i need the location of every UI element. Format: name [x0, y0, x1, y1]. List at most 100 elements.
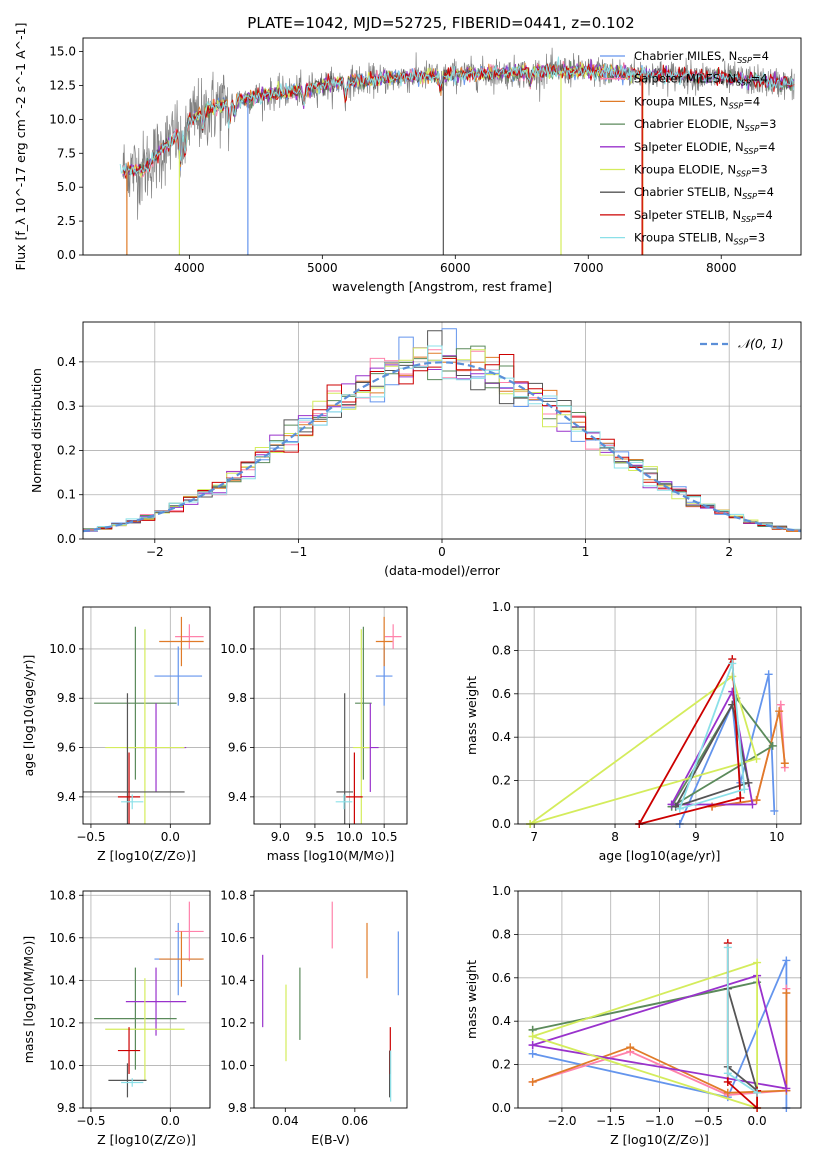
y-tick-label: 9.8	[228, 1101, 247, 1115]
y-tick-label: 0.1	[57, 488, 76, 502]
x-tick-label: 9.0	[271, 830, 290, 844]
x-axis-label: Z [log10(Z/Z⊙)]	[97, 1132, 196, 1147]
mass-weight-marker	[723, 943, 732, 952]
x-tick-label: 10.5	[371, 830, 398, 844]
x-tick-label: 10.0	[336, 830, 363, 844]
spectrum-panel: 4000 5000 6000 7000 8000 0.0 2.5 5.0 7.5 10.0 12.5…	[13, 23, 802, 294]
y-tick-label: 10.4	[220, 973, 247, 987]
legend-label: Chabrier MILES, NSSP=4	[634, 49, 769, 65]
mass-weight-marker	[752, 754, 761, 763]
y-tick-label: 0.2	[492, 774, 511, 788]
x-tick-label: −1	[290, 545, 308, 559]
mass-weight-marker	[528, 1077, 537, 1086]
y-tick-label: 9.4	[57, 790, 76, 804]
x-tick-label: −2	[146, 545, 164, 559]
y-tick-label: 10.4	[49, 973, 76, 987]
legend-label: Kroupa MILES, NSSP=4	[634, 94, 760, 110]
legend-nssp-sub: SSP	[729, 101, 744, 110]
mass-vs-metallicity-panel: −0.5 0.0 9.8 10.0 10.2 10.4 10.6 10.8 Z [log10(Z…	[21, 888, 211, 1147]
y-tick-label: 0.0	[492, 1101, 511, 1115]
mass-weight-line-5	[532, 961, 758, 1109]
x-tick-label: 7000	[573, 261, 604, 275]
y-tick-label: 0.0	[57, 248, 76, 262]
x-axis-label: Z [log10(Z/Z⊙)]	[97, 848, 196, 863]
y-tick-label: 9.6	[57, 741, 76, 755]
legend-nssp: N	[735, 140, 744, 154]
axes-frame	[517, 606, 802, 825]
legend-nssp: N	[736, 117, 745, 131]
mass-weight-line-3	[532, 981, 758, 1031]
mass-weight-marker	[675, 804, 684, 813]
mass-weight-marker	[671, 802, 680, 811]
mass-weight-line-2	[711, 710, 786, 808]
mass-weight-marker	[723, 1088, 732, 1097]
x-tick-label: −2.0	[547, 1114, 576, 1128]
legend-nssp: N	[732, 208, 741, 222]
x-axis-label: wavelength [Angstrom, rest frame]	[332, 279, 552, 294]
y-tick-label: 10.0	[220, 642, 247, 656]
y-tick-label: 10.6	[220, 931, 247, 945]
mass-weight-marker	[752, 796, 761, 805]
y-tick-label: 0.0	[57, 532, 76, 546]
y-tick-label: 10.2	[49, 1016, 76, 1030]
x-tick-label: 4000	[174, 261, 205, 275]
mass-weight-marker	[667, 800, 676, 809]
y-tick-label: 0.2	[57, 443, 76, 457]
mass-weight-marker	[723, 1077, 732, 1086]
mass-weight-line-7	[638, 658, 742, 825]
y-tick-label: 10.8	[49, 888, 76, 902]
legend-nssp-sub: SSP	[744, 147, 759, 156]
x-tick-label: 0.0	[161, 1114, 180, 1128]
y-tick-label: 5.0	[57, 180, 76, 194]
x-tick-label: 10	[769, 830, 784, 844]
y-tick-label: 10.6	[49, 931, 76, 945]
spectrum-plot-area	[119, 47, 795, 255]
x-tick-label: 1	[582, 545, 590, 559]
y-tick-label: 10.0	[49, 1058, 76, 1072]
legend-nssp: N	[725, 231, 734, 245]
axes-frame	[253, 606, 408, 825]
normal-distribution-curve	[83, 361, 801, 533]
y-tick-label: 12.5	[49, 78, 76, 92]
x-tick-label: 5000	[307, 261, 338, 275]
y-tick-label: 10.8	[220, 888, 247, 902]
legend-nssp-sub: SSP	[737, 56, 752, 65]
legend-label: Chabrier STELIB, NSSP=4	[634, 185, 774, 201]
axes-frame	[517, 890, 802, 1109]
legend-label: Kroupa ELODIE, NSSP=3	[634, 163, 768, 179]
mass-weight-marker	[626, 1043, 635, 1052]
x-axis-label: (data-model)/error	[384, 563, 501, 578]
legend-nssp: N	[720, 94, 729, 108]
y-tick-label: 9.8	[57, 1101, 76, 1115]
age_vs_Z-plot-area	[83, 616, 204, 824]
mass-weight-marker	[740, 785, 749, 794]
y-tick-label: 9.8	[57, 691, 76, 705]
legend-nssp-value: =4	[757, 185, 774, 199]
y-tick-label: 0.4	[57, 355, 76, 369]
figure-title: PLATE=1042, MJD=52725, FIBERID=0441, z=0…	[247, 14, 634, 32]
legend-nssp: N	[734, 185, 743, 199]
legend-nssp-value: =3	[748, 231, 765, 245]
y-axis-label: mass [log10(M/M⊙)]	[21, 936, 36, 1064]
y-tick-label: 0.4	[492, 730, 511, 744]
x-tick-label: 0.0	[748, 1114, 767, 1128]
mass-weight-marker	[723, 1069, 732, 1078]
y-tick-label: 1.0	[492, 600, 511, 614]
mass-weight-marker	[528, 1049, 537, 1058]
mass-weight-marker	[753, 958, 762, 967]
legend-nssp-value: =4	[758, 140, 775, 154]
legend-label: 𝒩(0, 1)	[738, 336, 784, 351]
mass-weight-marker	[780, 759, 789, 768]
x-tick-label: 8	[611, 830, 619, 844]
axes-frame	[82, 321, 802, 540]
axes-frame	[82, 606, 211, 825]
legend-nssp: N	[727, 72, 736, 86]
age_vs_mass-plot-area	[335, 616, 402, 824]
legend-label: Salpeter STELIB, NSSP=4	[634, 208, 773, 224]
mass-vs-ebv-panel: 0.04 0.06 9.8 10.0 10.2 10.4 10.6 10.8 E(B-V)	[220, 888, 408, 1147]
y-tick-label: 10.0	[49, 112, 76, 126]
spectrum-model-line-6	[122, 63, 795, 175]
residual-histogram-8	[83, 345, 801, 532]
x-tick-label: −1.0	[645, 1114, 674, 1128]
x-tick-label: −0.5	[76, 830, 105, 844]
